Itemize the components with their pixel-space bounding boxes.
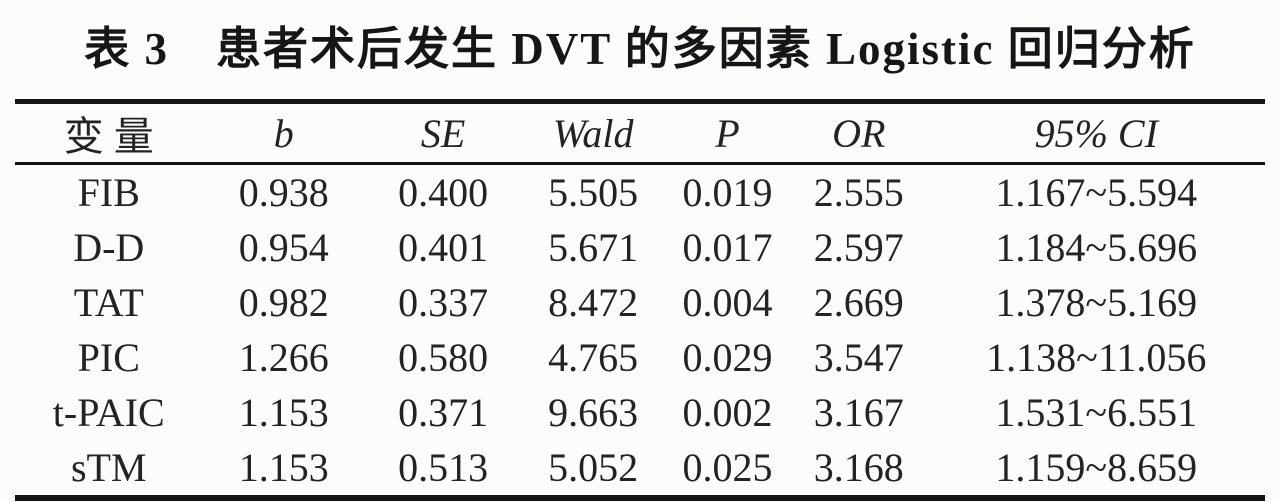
table-cell: 5.052 [548,445,639,490]
table-cell: 1.378~5.169 [995,280,1198,325]
table-row-tat: TAT 0.982 0.337 8.472 0.004 2.669 1.378~… [15,275,1265,330]
table-cell: 2.597 [813,225,904,270]
table-cell: 1.184~5.696 [995,225,1198,270]
table-cell: 4.765 [548,335,639,380]
table-cell: 1.153 [238,445,329,490]
table-cell: 0.982 [238,280,329,325]
table-cell: 2.555 [813,170,904,215]
table-header: 变量 b SE Wald P OR 95% CI [15,102,1265,164]
row-label: PIC [77,335,140,380]
table-cell: 1.167~5.594 [995,170,1198,215]
column-header-se: SE [420,110,466,156]
table-cell: 0.002 [682,390,773,435]
column-header-or: OR [832,110,886,156]
table-cell: 5.671 [548,225,639,270]
column-header-p: P [715,110,740,156]
table-cell: 0.371 [398,390,489,435]
table-row-pic: PIC 1.266 0.580 4.765 0.029 3.547 1.138~… [15,330,1265,385]
table-row-fib: FIB 0.938 0.400 5.505 0.019 2.555 1.167~… [15,164,1265,221]
table-cell: 0.400 [398,170,489,215]
column-header-b: b [273,110,294,156]
table-cell: 1.266 [238,335,329,380]
table-cell: 1.153 [238,390,329,435]
table-cell: 2.669 [813,280,904,325]
row-label: sTM [70,445,147,490]
table-cell: 5.505 [548,170,639,215]
table-row-dd: D-D 0.954 0.401 5.671 0.017 2.597 1.184~… [15,220,1265,275]
row-label: t-PAIC [52,390,165,435]
column-header-ci: 95% CI [1034,110,1158,156]
table-row-tpaic: t-PAIC 1.153 0.371 9.663 0.002 3.167 1.5… [15,385,1265,440]
table-body: FIB 0.938 0.400 5.505 0.019 2.555 1.167~… [15,164,1265,499]
table-cell: 8.472 [548,280,639,325]
table-cell: 1.531~6.551 [995,390,1198,435]
table-cell: 0.004 [682,280,773,325]
column-header-variable: 变量 [63,114,164,159]
table-cell: 3.547 [813,335,904,380]
table-cell: 3.167 [813,390,904,435]
table-cell: 0.580 [398,335,489,380]
row-label: FIB [77,170,140,215]
table-cell: 1.159~8.659 [995,445,1198,490]
table-cell: 0.401 [398,225,489,270]
table-cell: 3.168 [813,445,904,490]
table-cell: 0.017 [682,225,773,270]
table-cell: 1.138~11.056 [986,335,1207,380]
table-cell: 0.513 [398,445,489,490]
table-cell: 0.337 [398,280,489,325]
row-label: TAT [73,280,144,325]
row-label: D-D [73,225,145,270]
column-header-wald: Wald [552,110,634,156]
logistic-regression-table: 变量 b SE Wald P OR 95% CI FIB 0.938 0.400… [15,99,1265,501]
table-row-stm: sTM 1.153 0.513 5.052 0.025 3.168 1.159~… [15,440,1265,498]
table-cell: 0.954 [238,225,329,270]
table-cell: 0.029 [682,335,773,380]
table-cell: 0.938 [238,170,329,215]
table-title: 表 3 患者术后发生 DVT 的多因素 Logistic 回归分析 [84,24,1196,74]
header-row: 变量 b SE Wald P OR 95% CI [15,102,1265,164]
table-cell: 0.025 [682,445,773,490]
table-cell: 9.663 [548,390,639,435]
table-cell: 0.019 [682,170,773,215]
